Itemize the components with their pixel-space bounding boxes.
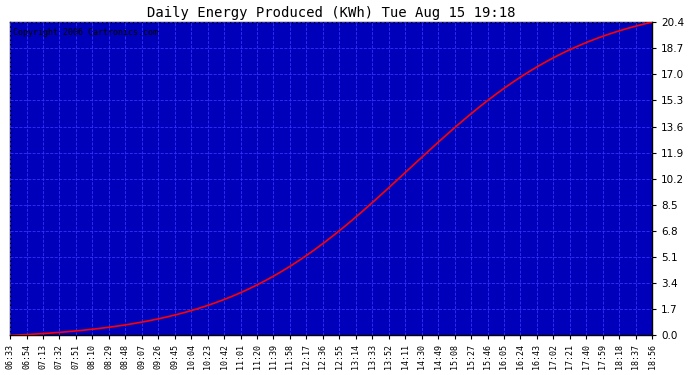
Text: Copyright 2006 Cartronics.com: Copyright 2006 Cartronics.com <box>13 28 158 38</box>
Title: Daily Energy Produced (KWh) Tue Aug 15 19:18: Daily Energy Produced (KWh) Tue Aug 15 1… <box>147 6 515 20</box>
